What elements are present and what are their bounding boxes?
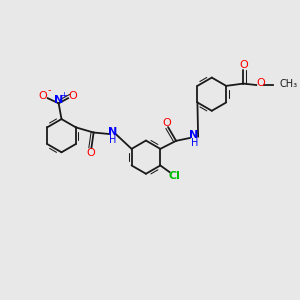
Text: H: H [191,138,198,148]
Text: N: N [54,94,63,105]
Text: O: O [256,78,265,88]
Text: O: O [162,118,171,128]
Text: +: + [60,91,67,100]
Text: -: - [48,85,51,95]
Text: O: O [69,92,78,101]
Text: O: O [38,92,47,101]
Text: N: N [189,130,198,140]
Text: Cl: Cl [169,171,181,181]
Text: O: O [239,60,248,70]
Text: O: O [86,148,95,158]
Text: CH₃: CH₃ [280,80,298,89]
Text: N: N [108,127,117,137]
Text: H: H [109,135,116,145]
